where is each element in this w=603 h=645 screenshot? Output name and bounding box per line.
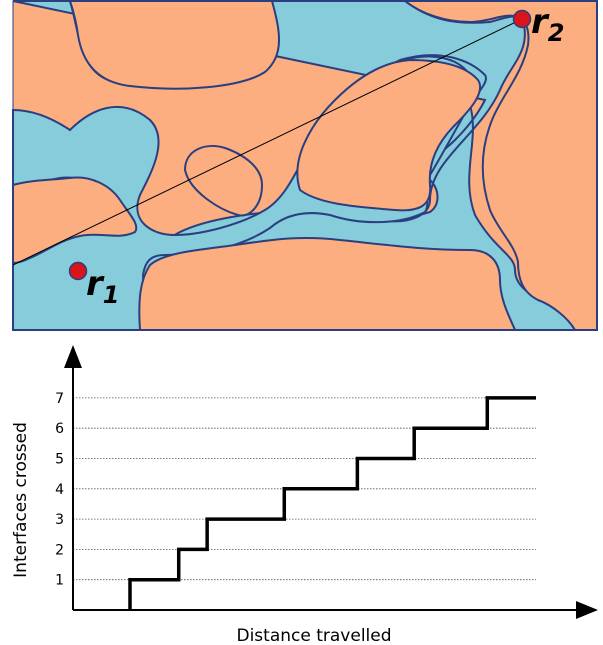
orange-island-bottom xyxy=(138,236,517,331)
point-r2-subscript: 2 xyxy=(548,19,565,47)
orange-island-right xyxy=(402,0,598,331)
orange-island-center xyxy=(296,58,481,212)
orange-island-top-left xyxy=(68,0,280,90)
y-tick-label-1: 1 xyxy=(55,573,64,589)
point-r1-label: r1 xyxy=(86,264,119,309)
y-tick-label-2: 2 xyxy=(55,542,64,558)
path-line xyxy=(12,18,523,266)
y-axis-title: Interfaces crossed xyxy=(11,422,31,578)
y-tick-label-4: 4 xyxy=(55,482,64,498)
x-axis-arrowhead xyxy=(576,601,598,619)
y-axis-arrowhead xyxy=(64,345,82,368)
domain-panel: r1 r2 xyxy=(12,0,598,331)
y-tick-label-7: 7 xyxy=(55,391,64,407)
step-chart: 1 2 3 4 5 6 7 Distance travelled Interfaces cr… xyxy=(11,345,598,645)
point-r1-marker xyxy=(68,261,88,281)
y-tick-labels: 1 2 3 4 5 6 7 xyxy=(55,391,64,589)
orange-island-left xyxy=(12,176,138,265)
x-axis-title: Distance travelled xyxy=(236,626,391,645)
step-series-line xyxy=(128,396,536,610)
y-tick-label-3: 3 xyxy=(55,512,64,528)
point-r1-subscript: 1 xyxy=(103,281,120,309)
domain-border xyxy=(12,0,598,331)
y-tick-label-5: 5 xyxy=(55,452,64,468)
point-r1-letter: r xyxy=(86,264,105,304)
y-tick-label-6: 6 xyxy=(55,421,64,437)
orange-island-small xyxy=(183,145,264,217)
point-r2-marker xyxy=(512,9,532,29)
point-r2-label: r2 xyxy=(531,2,564,47)
point-r2-letter: r xyxy=(531,2,550,42)
